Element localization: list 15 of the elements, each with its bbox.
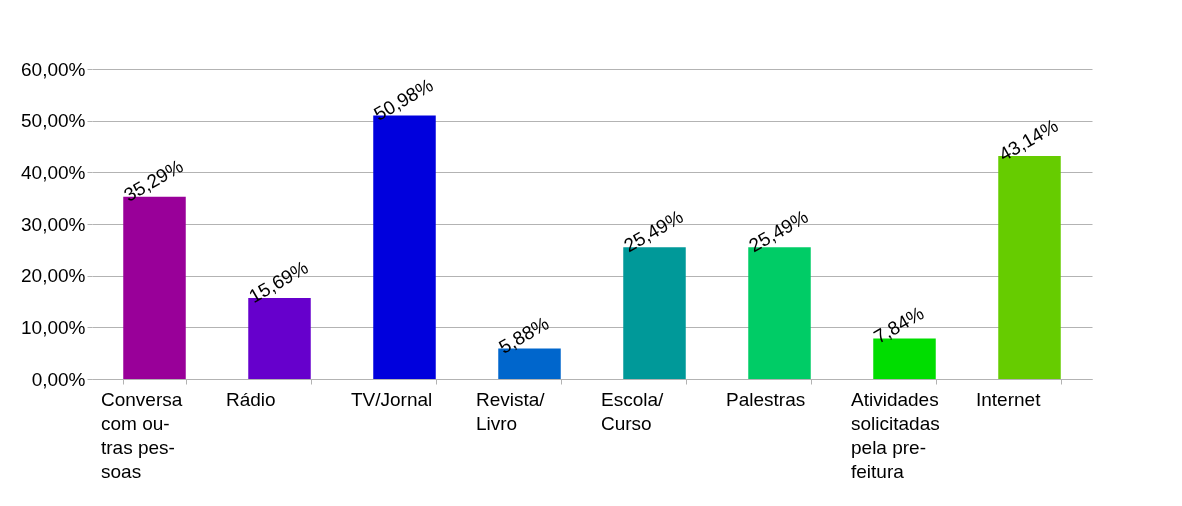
- y-tick-label: 50,00%: [21, 110, 86, 132]
- y-tick-label: 30,00%: [21, 213, 86, 235]
- y-tick-label: 10,00%: [21, 316, 86, 338]
- x-tick-label: Rádio: [226, 388, 276, 410]
- x-tick-label: Atividades solicitadas pela pre- feitura: [851, 388, 940, 482]
- y-tick-label: 60,00%: [21, 58, 86, 80]
- x-tick-label: Revista/ Livro: [476, 388, 546, 434]
- x-tick-label: Conversa com ou- tras pes- soas: [101, 388, 183, 482]
- x-tick-label: TV/Jornal: [351, 388, 433, 410]
- x-tick-label: Palestras: [726, 388, 806, 410]
- y-tick-label: 20,00%: [21, 265, 86, 287]
- y-tick-label: 40,00%: [21, 161, 86, 183]
- x-tick-label: Escola/ Curso: [601, 388, 665, 434]
- y-tick-label: 0,00%: [31, 368, 86, 390]
- x-tick-label: Internet: [976, 388, 1042, 410]
